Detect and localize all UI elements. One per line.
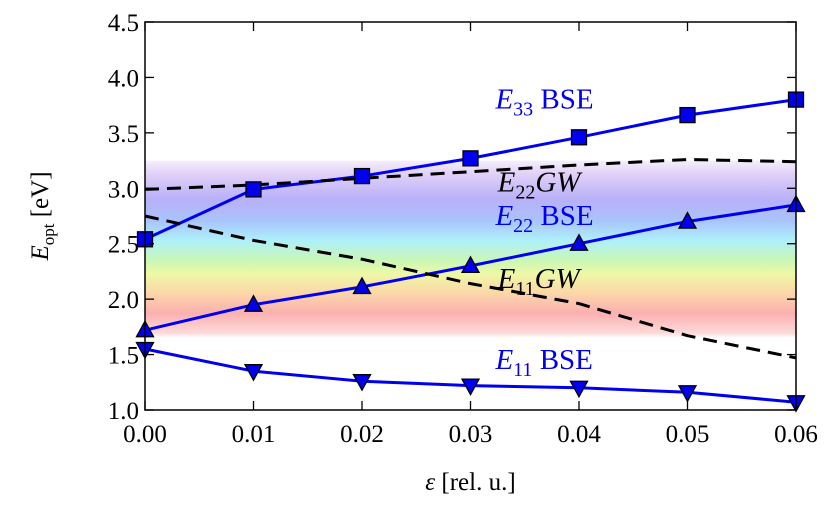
y-tick-label: 2.5 bbox=[108, 232, 139, 259]
annotation-symbol: E bbox=[497, 167, 516, 199]
annotation-subscript: 22 bbox=[513, 215, 533, 237]
data-point-e11-bse bbox=[460, 378, 481, 396]
y-axis-unit: [eV] bbox=[27, 171, 54, 223]
annotation-symbol: E bbox=[497, 263, 516, 295]
x-tick-label: 0.01 bbox=[232, 421, 276, 448]
x-axis-label: ε [rel. u.] bbox=[425, 469, 515, 496]
data-point-e33-bse bbox=[679, 106, 696, 124]
annotation-symbol: E bbox=[494, 83, 513, 115]
annotation-method: BSE bbox=[533, 200, 593, 232]
data-point-e22-bse bbox=[352, 276, 372, 295]
y-tick-label: 2.0 bbox=[108, 287, 139, 314]
data-point-e33-bse bbox=[570, 129, 588, 146]
y-axis-symbol: E bbox=[27, 245, 54, 261]
y-tick-label: 1.0 bbox=[108, 398, 139, 425]
data-point-e33-bse bbox=[353, 167, 371, 185]
y-tick-label: 4.5 bbox=[108, 10, 139, 37]
annotation-symbol: E bbox=[494, 200, 513, 232]
x-tick-label: 0.04 bbox=[557, 421, 601, 448]
data-point-e11-bse bbox=[677, 385, 698, 403]
y-tick-label: 1.5 bbox=[108, 343, 139, 370]
annotation-method: GW bbox=[535, 263, 583, 295]
x-tick-label: 0.02 bbox=[340, 421, 384, 448]
annotation-subscript: 22 bbox=[515, 182, 535, 204]
annotation-e22: E22 BSE bbox=[494, 200, 593, 237]
x-axis-symbol: ε bbox=[425, 469, 435, 496]
y-axis-subscript: opt bbox=[39, 223, 58, 245]
visible-spectrum-band bbox=[145, 160, 796, 338]
series-markers bbox=[135, 91, 806, 413]
y-axis-label: Eopt [eV] bbox=[27, 171, 58, 261]
annotation-e11: E11 BSE bbox=[494, 344, 592, 381]
data-point-e22-bse bbox=[460, 255, 481, 274]
x-tick-label: 0.05 bbox=[666, 421, 710, 448]
data-point-e22-bse bbox=[243, 294, 264, 312]
series-line-e11gw bbox=[144, 214, 797, 360]
annotation-subscript: 33 bbox=[513, 98, 533, 120]
annotation-subscript: 11 bbox=[513, 359, 532, 381]
x-axis-unit: [rel. u.] bbox=[435, 469, 516, 496]
annotation-e22gw: E22GW bbox=[497, 167, 584, 204]
annotation-method: BSE bbox=[532, 344, 592, 376]
plot-area: 0.00 0.01 0.02 0.03 0.04 0.05 0.06 1.0 1.5 2.0 2.5… bbox=[27, 10, 818, 496]
data-point-e11-bse bbox=[352, 374, 372, 392]
annotation-e33: E33 BSE bbox=[494, 83, 593, 120]
data-point-e11-bse bbox=[243, 364, 264, 382]
y-tick-label: 3.0 bbox=[108, 176, 139, 203]
annotation-e11gw: E11GW bbox=[497, 263, 583, 300]
annotation-method: GW bbox=[535, 167, 583, 199]
data-point-e33-bse bbox=[462, 150, 479, 167]
data-point-e22-bse bbox=[569, 233, 589, 251]
annotation-symbol: E bbox=[494, 344, 513, 376]
data-point-e33-bse bbox=[245, 181, 262, 198]
x-tick-label: 0.03 bbox=[449, 421, 493, 448]
data-point-e11-bse bbox=[569, 380, 589, 399]
data-point-e22-bse bbox=[677, 211, 698, 229]
y-tick-label: 3.5 bbox=[108, 121, 139, 148]
ticks: 0.00 0.01 0.02 0.03 0.04 0.05 0.06 1.0 1.5 2.0 2.5… bbox=[108, 10, 818, 448]
y-tick-label: 4.0 bbox=[108, 65, 139, 92]
x-tick-label: 0.00 bbox=[123, 421, 167, 448]
x-tick-label: 0.06 bbox=[774, 421, 818, 448]
annotation-subscript: 11 bbox=[515, 278, 534, 300]
annotation-method: BSE bbox=[533, 83, 593, 115]
